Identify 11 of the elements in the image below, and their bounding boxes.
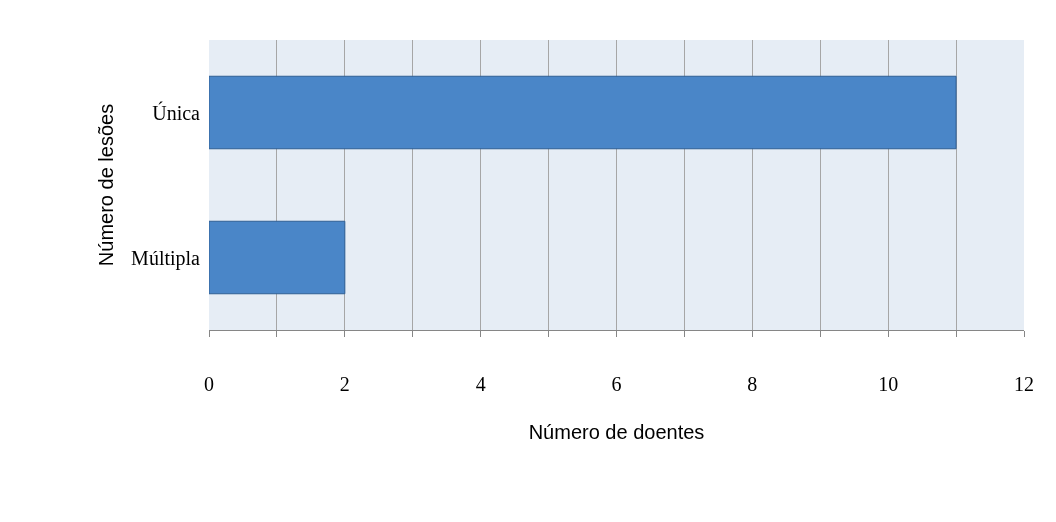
x-tick-label: 0 <box>204 373 214 395</box>
x-tick-label: 12 <box>1014 373 1034 395</box>
y-tick-label: Múltipla <box>131 246 201 270</box>
x-tick-label: 2 <box>339 373 350 395</box>
x-tick-label: 6 <box>611 373 622 395</box>
x-tick-label: 8 <box>747 373 758 395</box>
x-tick-label: 4 <box>475 373 486 395</box>
y-axis-title: Número de lesões <box>94 103 117 267</box>
y-tick-label: Única <box>152 100 201 124</box>
x-tick-label: 10 <box>878 373 899 395</box>
x-axis-title: Número de doentes <box>528 420 705 443</box>
